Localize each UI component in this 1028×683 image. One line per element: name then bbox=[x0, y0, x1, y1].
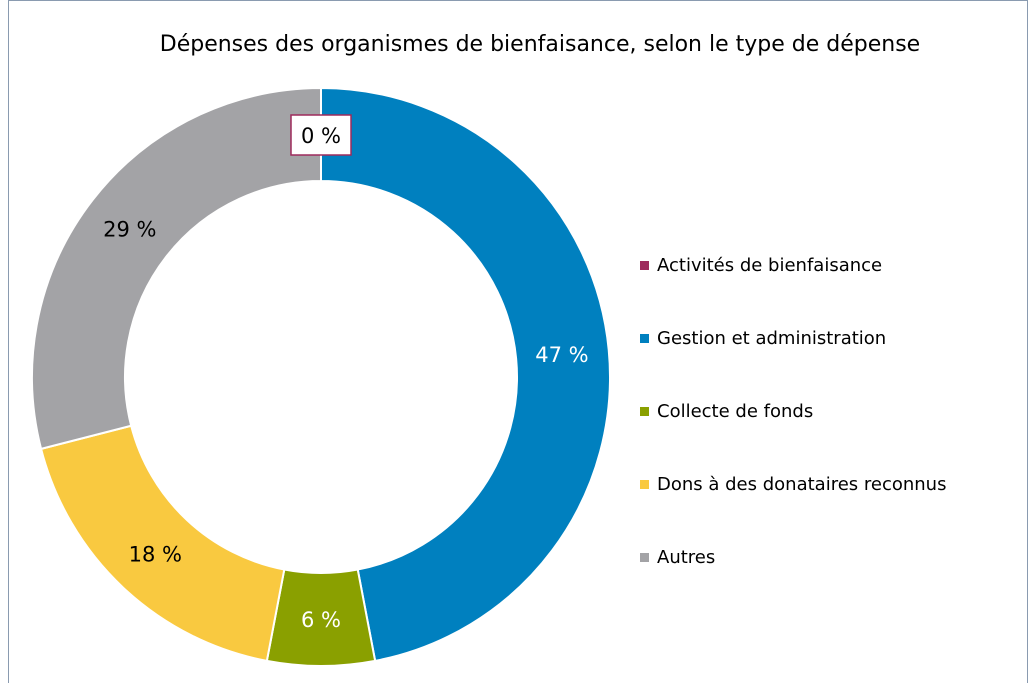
label-box bbox=[290, 114, 352, 156]
chart-title: Dépenses des organismes de bienfaisance,… bbox=[160, 32, 920, 57]
legend-swatch bbox=[640, 407, 649, 416]
legend-swatch bbox=[640, 334, 649, 343]
legend-label: Collecte de fonds bbox=[657, 401, 813, 422]
data-label: 47 % bbox=[535, 343, 588, 367]
donut-slice bbox=[320, 86, 611, 663]
donut-slice bbox=[31, 86, 322, 451]
legend-label: Autres bbox=[657, 547, 715, 568]
legend-swatch bbox=[640, 261, 649, 270]
legend-label: Activités de bienfaisance bbox=[657, 255, 882, 276]
data-label: 18 % bbox=[129, 542, 182, 566]
legend-label: Dons à des donataires reconnus bbox=[657, 474, 946, 495]
legend-label: Gestion et administration bbox=[657, 328, 886, 349]
data-label: 0 % bbox=[301, 124, 341, 148]
legend-swatch bbox=[640, 553, 649, 562]
data-label: 6 % bbox=[301, 608, 341, 632]
data-label: 29 % bbox=[103, 218, 156, 242]
legend-swatch bbox=[640, 480, 649, 489]
